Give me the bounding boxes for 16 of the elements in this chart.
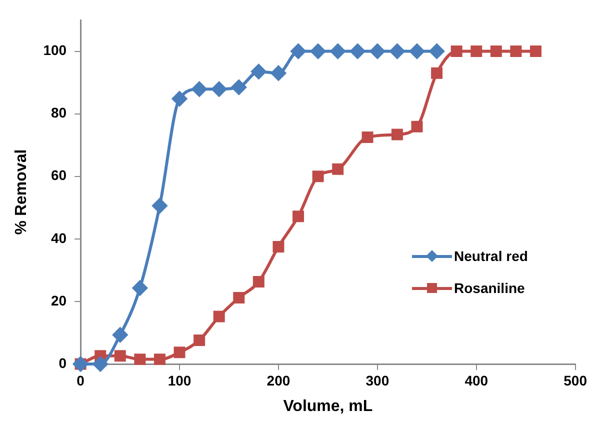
y-tick-label: 0 xyxy=(58,354,67,371)
legend-label: Rosaniline xyxy=(454,280,525,296)
y-tick-label: 60 xyxy=(50,167,67,184)
y-axis-title: % Removal xyxy=(13,149,30,235)
y-tick-label: 40 xyxy=(50,230,67,246)
legend-label: Neutral red xyxy=(454,248,528,264)
x-tick-label: 400 xyxy=(464,372,488,388)
y-tick-label: 80 xyxy=(50,104,67,121)
x-tick-label: 500 xyxy=(564,372,588,388)
x-axis-title: Volume, mL xyxy=(283,398,373,415)
y-tick-label: 20 xyxy=(50,292,67,308)
x-tick-label: 300 xyxy=(366,372,390,388)
y-tick-label: 100 xyxy=(43,42,67,58)
x-tick-label: 100 xyxy=(168,372,192,388)
x-tick-label: 0 xyxy=(76,372,85,388)
x-tick-label: 200 xyxy=(266,372,290,388)
